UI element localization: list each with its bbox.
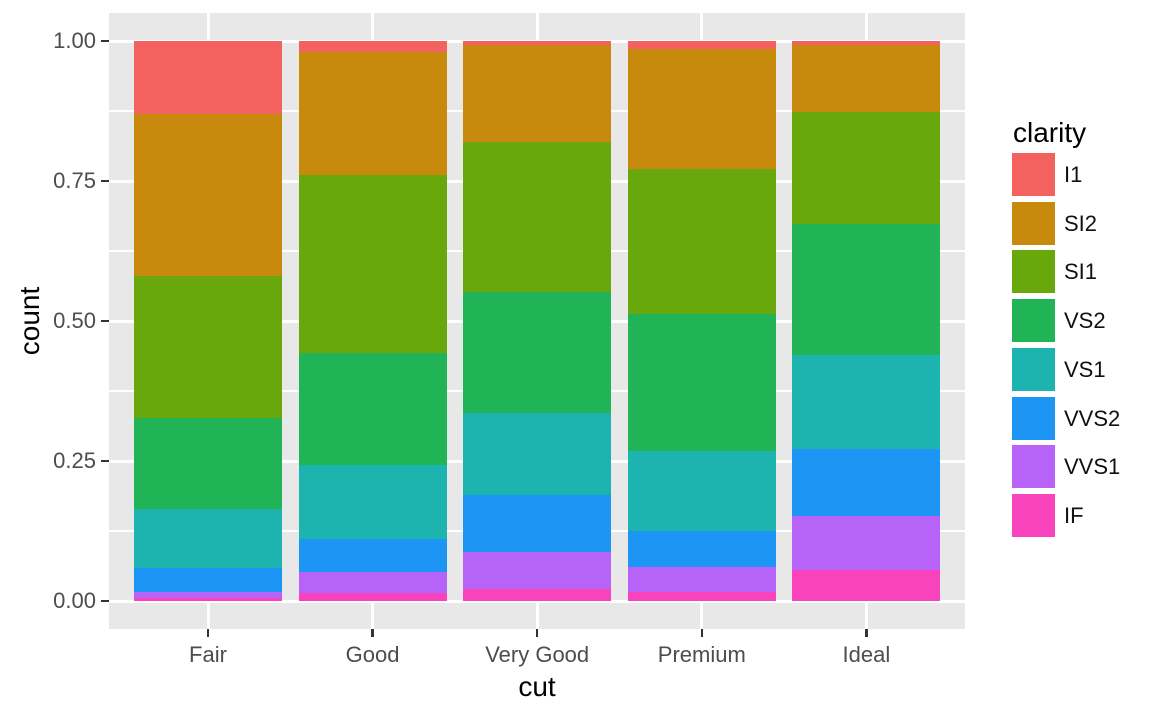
y-tick-label: 0.25 bbox=[53, 448, 96, 473]
y-tick-label: 1.00 bbox=[53, 28, 96, 53]
x-axis-title: cut bbox=[518, 671, 556, 702]
bar-segment-vs1 bbox=[627, 451, 776, 531]
legend: clarity I1 SI2 SI1 VS2 VS1 VVS2 VVS1 IF bbox=[1012, 118, 1152, 548]
bar-segment-vs1 bbox=[792, 355, 941, 449]
bar-segment-vvs2 bbox=[792, 449, 941, 516]
x-tick-label: Fair bbox=[189, 642, 227, 667]
bar-segment-if bbox=[463, 589, 612, 601]
legend-item-vs2: VS2 bbox=[1012, 299, 1152, 343]
legend-key-swatch bbox=[1012, 250, 1055, 294]
legend-item-label: SI2 bbox=[1064, 210, 1098, 236]
bar-segment-vvs2 bbox=[463, 495, 612, 552]
bar-segment-vs2 bbox=[463, 292, 612, 413]
bar-segment-vvs1 bbox=[627, 567, 776, 592]
bar-segment-vvs1 bbox=[134, 592, 282, 598]
y-tick bbox=[101, 599, 109, 603]
legend-key-swatch bbox=[1012, 347, 1055, 391]
legend-item-label: VVS1 bbox=[1064, 454, 1121, 480]
x-tick-label: Premium bbox=[657, 642, 746, 667]
bar-segment-vs2 bbox=[627, 314, 776, 451]
plot-panel bbox=[109, 13, 965, 629]
bar-segment-si1 bbox=[298, 175, 447, 353]
bar-segment-vs1 bbox=[463, 413, 612, 495]
bar-segment-si1 bbox=[627, 169, 776, 314]
legend-key-swatch bbox=[1012, 201, 1055, 245]
bar-segment-i1 bbox=[298, 41, 447, 52]
y-tick bbox=[101, 459, 109, 463]
bar-segment-vs2 bbox=[134, 418, 282, 509]
bar-segment-if bbox=[298, 593, 447, 601]
bar-good bbox=[298, 41, 447, 601]
y-tick-label: 0.00 bbox=[53, 588, 96, 613]
legend-item-vvs1: VVS1 bbox=[1012, 445, 1152, 489]
bar-segment-vvs1 bbox=[298, 572, 447, 593]
bar-segment-vs2 bbox=[792, 224, 941, 355]
legend-item-label: I1 bbox=[1064, 162, 1083, 187]
x-tick bbox=[371, 629, 374, 637]
bar-segment-si1 bbox=[134, 276, 282, 418]
y-tick-label: 0.75 bbox=[53, 168, 96, 193]
bar-segment-vs2 bbox=[298, 353, 447, 465]
bar-segment-si2 bbox=[792, 45, 941, 112]
bar-segment-i1 bbox=[792, 41, 941, 45]
legend-item-vs1: VS1 bbox=[1012, 347, 1152, 391]
legend-item-label: VVS2 bbox=[1064, 405, 1121, 431]
x-tick bbox=[700, 629, 704, 637]
legend-item-label: VS1 bbox=[1064, 356, 1106, 382]
legend-item-label: SI1 bbox=[1064, 259, 1098, 285]
x-tick-label: Ideal bbox=[842, 642, 891, 667]
y-tick bbox=[101, 319, 109, 323]
bar-segment-si1 bbox=[792, 112, 941, 224]
legend-item-label: IF bbox=[1064, 502, 1084, 528]
bar-segment-vvs1 bbox=[463, 552, 612, 589]
bar-premium bbox=[627, 41, 776, 601]
bar-segment-vvs2 bbox=[134, 568, 282, 592]
bar-segment-vs1 bbox=[134, 509, 282, 568]
bar-segment-i1 bbox=[627, 41, 776, 49]
bar-segment-vs1 bbox=[298, 465, 447, 539]
y-axis-title: count bbox=[14, 286, 45, 356]
x-tick-label: Good bbox=[345, 642, 400, 667]
x-tick bbox=[865, 629, 868, 637]
y-tick-label: 0.50 bbox=[53, 308, 96, 333]
bar-segment-if bbox=[627, 592, 776, 601]
bar-segment-vvs2 bbox=[627, 531, 776, 567]
legend-key-swatch bbox=[1012, 445, 1055, 489]
legend-item-si2: SI2 bbox=[1012, 201, 1152, 245]
bar-fair bbox=[134, 41, 282, 601]
bar-segment-i1 bbox=[463, 41, 612, 45]
y-tick bbox=[101, 179, 109, 183]
legend-title: clarity bbox=[1013, 117, 1087, 148]
y-tick bbox=[101, 39, 109, 43]
bar-segment-si2 bbox=[627, 49, 776, 169]
bar-segment-vvs1 bbox=[792, 516, 941, 570]
x-tick bbox=[206, 629, 210, 637]
legend-item-if: IF bbox=[1012, 493, 1152, 537]
legend-item-label: VS2 bbox=[1064, 308, 1106, 334]
legend-key-swatch bbox=[1012, 299, 1055, 343]
x-tick-label: Very Good bbox=[485, 642, 590, 667]
legend-item-i1: I1 bbox=[1012, 153, 1152, 196]
bar-segment-si2 bbox=[134, 114, 282, 276]
bar-segment-si2 bbox=[298, 52, 447, 175]
legend-item-vvs2: VVS2 bbox=[1012, 396, 1152, 440]
bar-segment-if bbox=[792, 570, 941, 601]
legend-key-swatch bbox=[1012, 396, 1055, 440]
x-tick bbox=[535, 629, 539, 637]
bar-very-good bbox=[463, 41, 612, 601]
bar-segment-si2 bbox=[463, 45, 612, 142]
bar-segment-i1 bbox=[134, 41, 282, 114]
legend-key-swatch bbox=[1012, 493, 1055, 537]
legend-item-si1: SI1 bbox=[1012, 250, 1152, 294]
bar-segment-vvs2 bbox=[298, 539, 447, 572]
bar-segment-if bbox=[134, 598, 282, 601]
legend-key-swatch bbox=[1012, 153, 1055, 196]
bar-ideal bbox=[792, 41, 941, 601]
bar-segment-si1 bbox=[463, 142, 612, 292]
